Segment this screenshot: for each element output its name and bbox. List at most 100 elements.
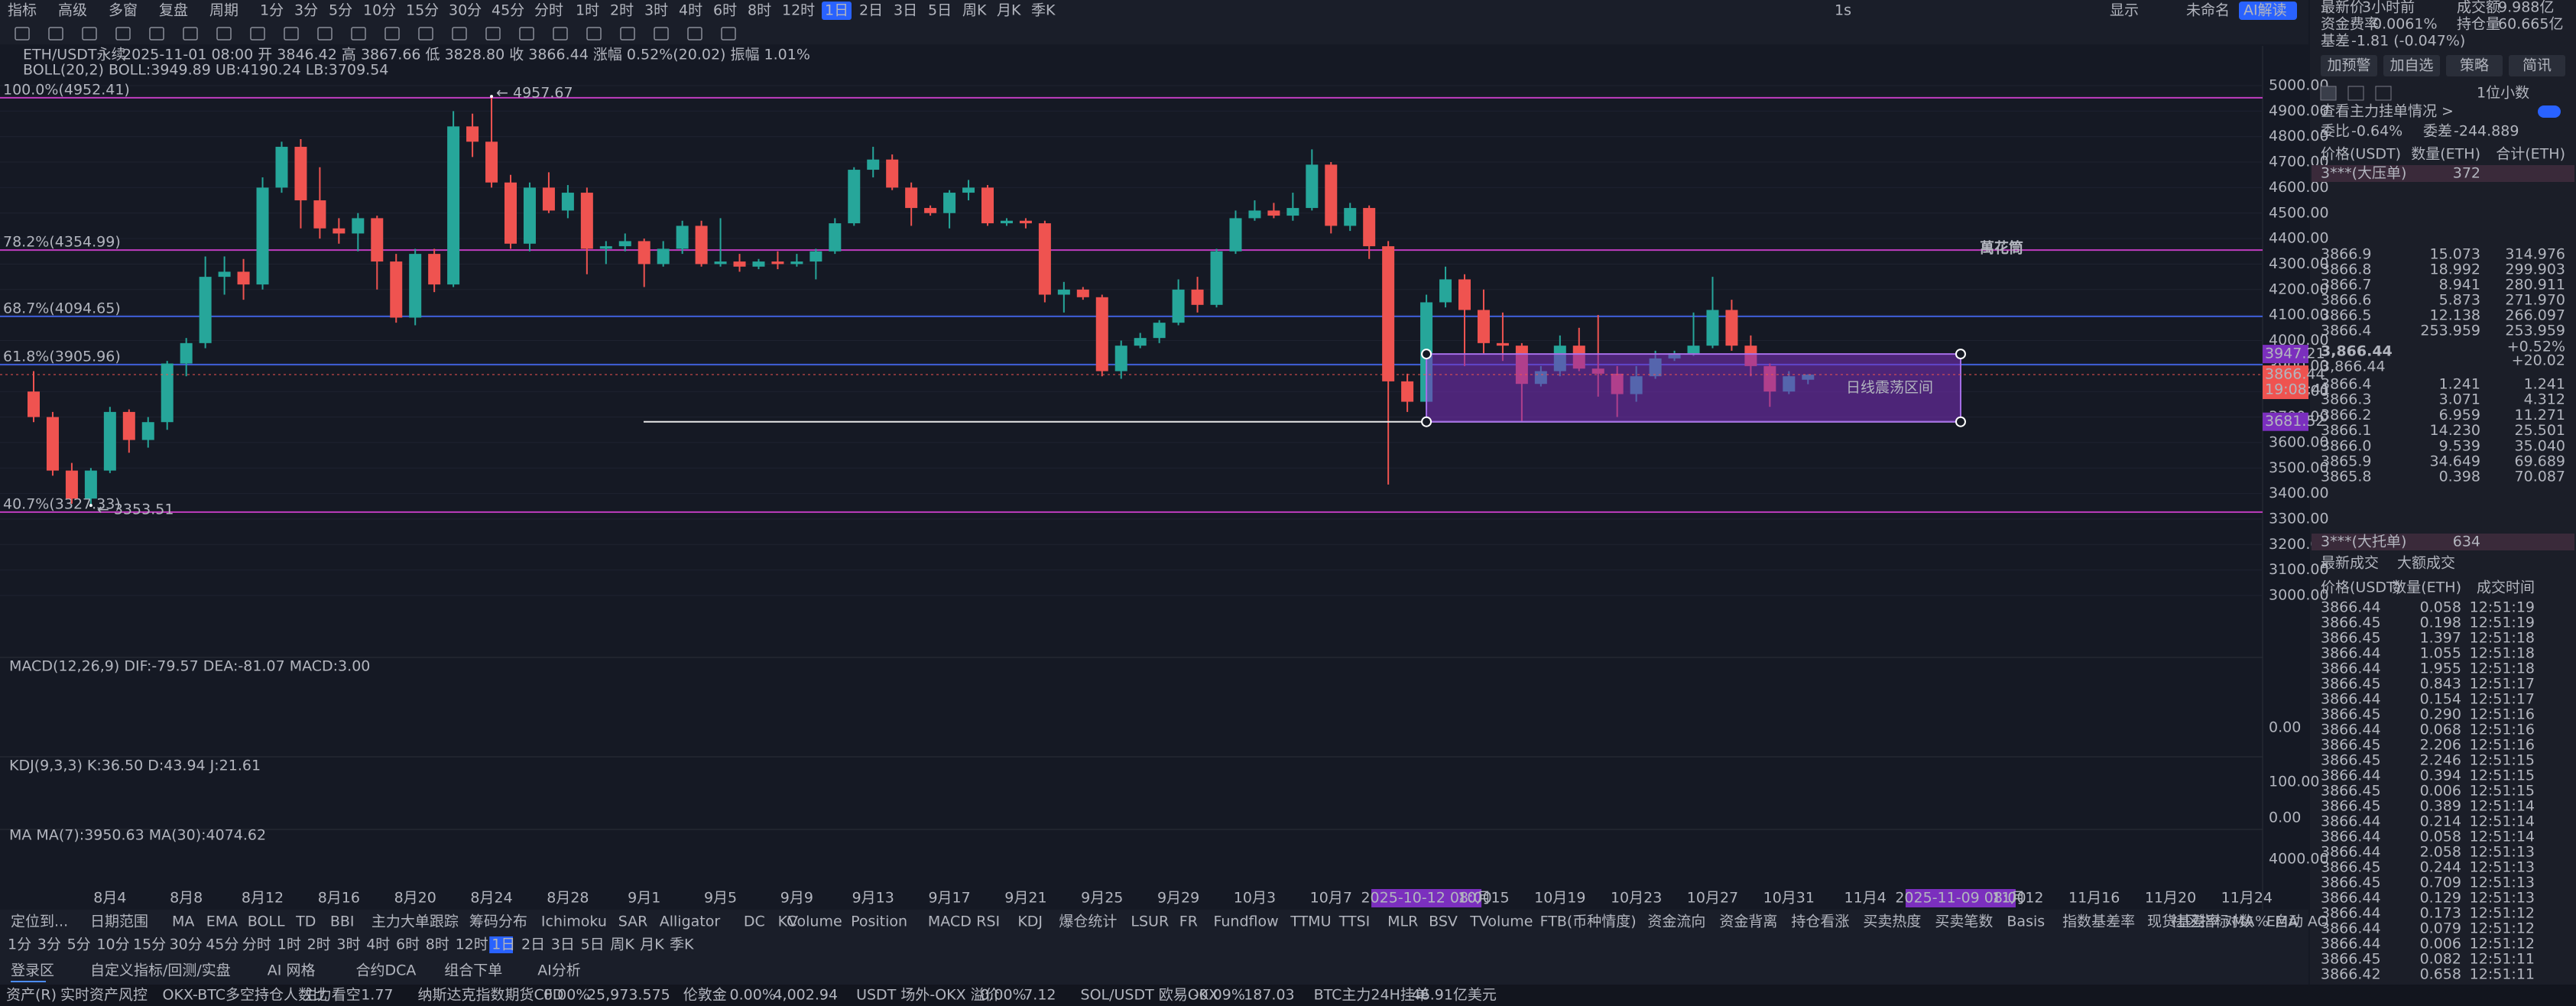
indicator-tab[interactable]: BSV [1429,914,1458,930]
bottom-tab[interactable]: AI 网格 [268,962,316,979]
toolbar-item[interactable]: 45分 [492,2,524,19]
toolbar-item[interactable]: 2日 [859,2,883,19]
toolbar-item[interactable]: 1时 [576,2,599,19]
indicator-tab[interactable]: 指数基差率 [2062,914,2135,930]
period[interactable]: 12时 [456,936,488,953]
indicator-tab[interactable]: Fundflow [1214,914,1279,930]
indicator-tab[interactable]: EMA [206,914,238,930]
toolbar-item[interactable]: 多窗 [109,2,138,19]
tool-icon[interactable] [687,27,702,41]
indicator-tab[interactable]: TTMU [1290,914,1331,930]
indicator-tab[interactable]: KDJ [1017,914,1043,930]
indicator-tab[interactable]: EMA [2266,914,2298,930]
bottom-tab[interactable]: 组合下单 [444,962,502,979]
indicator-tab[interactable]: MA [2232,914,2254,930]
tool-icon[interactable] [721,27,736,41]
precision[interactable]: 1位小数 [2477,85,2529,102]
bottom-tab[interactable]: AI分析 [537,962,581,979]
toolbar-item[interactable]: 指标 [8,2,37,19]
toolbar-item[interactable]: 3分 [294,2,318,19]
period[interactable]: 3分 [37,936,61,953]
indicator-tab[interactable]: Alligator [660,914,721,930]
toolbar-item[interactable]: 15分 [406,2,439,19]
indicator-tab[interactable]: TD [295,914,316,930]
period[interactable]: 2日 [521,936,545,953]
big-orders-link[interactable]: 查看主力挂单情况 > [2321,103,2454,120]
bottom-tab[interactable]: 合约DCA [356,962,417,979]
indicator-tab[interactable]: BOLL [248,914,285,930]
period[interactable]: 5日 [581,936,605,953]
tool-icon[interactable] [317,27,333,41]
period[interactable]: 3时 [336,936,360,953]
period[interactable]: 15分 [133,936,166,953]
panel-button-text[interactable]: 加自选 [2389,57,2433,74]
indicator-tab[interactable]: TTSI [1338,914,1371,930]
toolbar-item[interactable]: 3日 [894,2,917,19]
toolbar-item[interactable]: 周期 [209,2,238,19]
toolbar-item[interactable]: 2时 [610,2,634,19]
scale-option[interactable]: % [2255,914,2269,930]
indicator-tab[interactable]: RSI [976,914,1000,930]
toolbar-item[interactable]: 3时 [644,2,668,19]
tool-icon[interactable] [620,27,635,41]
toolbar-item[interactable]: 30分 [449,2,482,19]
period[interactable]: 1时 [277,936,301,953]
tool-icon[interactable] [351,27,366,41]
panel-button-text[interactable]: 策略 [2460,57,2489,74]
period[interactable]: 1日 [492,936,515,953]
tool-icon[interactable] [418,27,433,41]
tool-icon[interactable] [216,27,232,41]
period[interactable]: 月K [640,936,664,953]
tool-icon[interactable] [250,27,265,41]
toolbar-item[interactable]: 12时 [782,2,815,19]
indicator-tab[interactable]: 买卖热度 [1863,914,1921,930]
period[interactable]: 2时 [307,936,331,953]
tool-icon[interactable] [553,27,568,41]
toolbar-item[interactable]: 1分 [260,2,284,19]
date-range[interactable]: 日期范围 [90,914,148,930]
indicator-tab[interactable]: Ichimoku [541,914,607,930]
locate[interactable]: 定位到... [11,914,68,930]
indicator-tab[interactable]: KC [778,914,797,930]
period[interactable]: 4时 [366,936,390,953]
indicator-tab[interactable]: FR [1179,914,1198,930]
toolbar-right[interactable]: AI解读 [2243,2,2287,19]
toolbar-item[interactable]: 高级 [58,2,87,19]
panel-button[interactable] [2383,55,2440,76]
toolbar-right[interactable]: 未命名 [2186,2,2230,19]
toolbar-right[interactable]: 1s [1835,2,1851,19]
panel-button-text[interactable]: 加预警 [2327,57,2370,74]
scale-option[interactable]: 自动 [2274,914,2303,930]
toolbar-item[interactable]: 复盘 [159,2,188,19]
tool-icon[interactable] [485,27,501,41]
scale-option[interactable]: 社区指标 [2171,914,2229,930]
indicator-tab[interactable]: 持仓看涨 [1791,914,1849,930]
bottom-tab[interactable]: 自定义指标/回测/实盘 [90,962,231,979]
panel-button[interactable] [2509,55,2565,76]
period[interactable]: 10分 [96,936,129,953]
indicator-tab[interactable]: 爆仓统计 [1059,914,1117,930]
toolbar-item[interactable]: 1日 [825,2,848,19]
indicator-tab[interactable]: LSUR [1131,914,1169,930]
period[interactable]: 5分 [67,936,91,953]
indicator-tab[interactable]: 买卖笔数 [1935,914,1993,930]
toolbar-item[interactable]: 季K [1031,2,1056,19]
bottom-tab[interactable]: 登录区 [11,962,54,979]
tool-icon[interactable] [15,27,30,41]
tool-icon[interactable] [183,27,198,41]
toolbar-item[interactable]: 6时 [713,2,737,19]
indicator-tab[interactable]: TVolume [1469,914,1533,930]
indicator-tab[interactable]: MACD [928,914,972,930]
period[interactable]: 季K [670,936,694,953]
tool-icon[interactable] [82,27,97,41]
tool-icon[interactable] [654,27,669,41]
tool-icon[interactable] [519,27,534,41]
toolbar-item[interactable]: 4时 [679,2,702,19]
tool-icon[interactable] [149,27,164,41]
indicator-tab[interactable]: 资金背离 [1719,914,1777,930]
period[interactable]: 分时 [242,936,271,953]
panel-button[interactable] [2446,55,2503,76]
toolbar-item[interactable]: 8时 [748,2,771,19]
panel-button-text[interactable]: 简讯 [2522,57,2552,74]
toolbar-item[interactable]: 分时 [534,2,563,19]
